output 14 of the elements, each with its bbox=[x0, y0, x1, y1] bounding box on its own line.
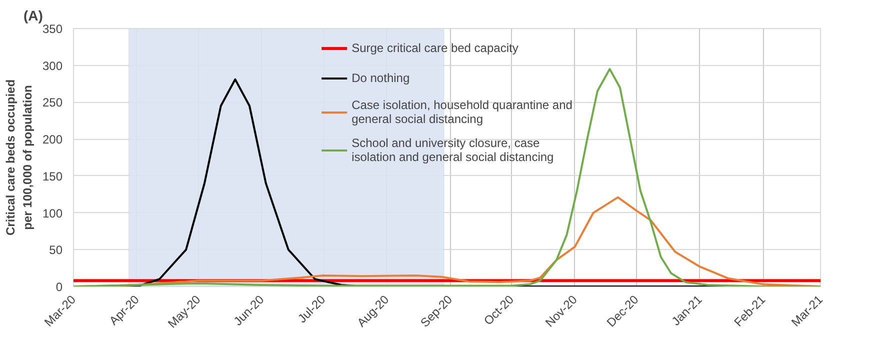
y-tick-label: 0 bbox=[56, 280, 63, 294]
y-tick-label: 200 bbox=[42, 132, 63, 147]
y-tick-label: 350 bbox=[42, 22, 63, 36]
y-tick-label: 100 bbox=[42, 206, 63, 220]
y-tick-label: 250 bbox=[42, 96, 63, 110]
legend-label: School and university closure, case isolation and general social distancing bbox=[352, 136, 554, 164]
chart-title: (A) bbox=[24, 8, 43, 24]
legend-label: Do nothing bbox=[352, 71, 410, 85]
y-axis-title: Critical care beds occupied per 100,000 of population bbox=[4, 79, 34, 236]
y-tick-label: 150 bbox=[42, 169, 63, 184]
legend-label: Case isolation, household quarantine and general social distancing bbox=[352, 98, 572, 126]
y-tick-label: 50 bbox=[49, 243, 63, 258]
y-tick-label: 300 bbox=[42, 58, 63, 73]
legend-label: Surge critical care bed capacity bbox=[352, 41, 518, 55]
